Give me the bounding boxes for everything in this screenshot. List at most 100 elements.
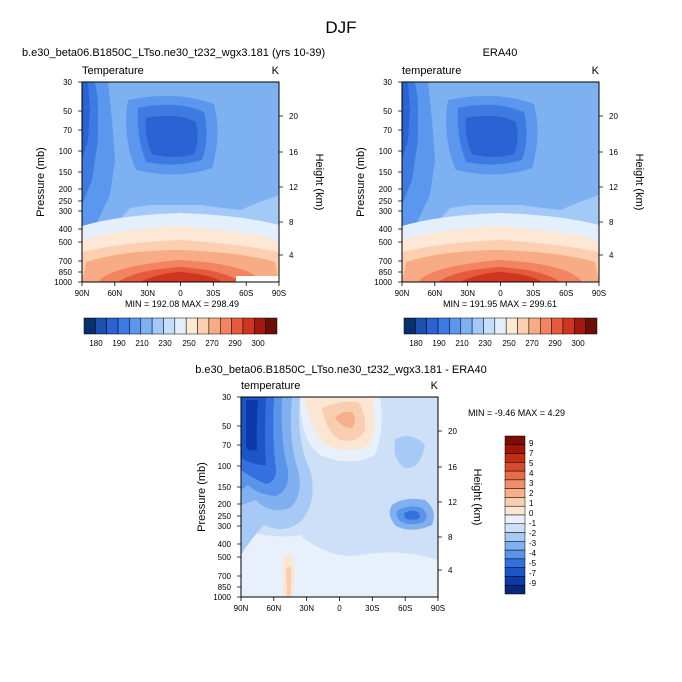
colorbar-swatch <box>403 317 416 335</box>
y-tick-label: 50 <box>383 107 392 116</box>
page-title: DJF <box>325 18 356 37</box>
y-tick-label: 50 <box>222 422 231 431</box>
y-axis-right-ticks: 20 16 12 8 4 <box>609 112 618 260</box>
colorbar-swatch <box>504 505 526 516</box>
colorbar <box>83 317 278 335</box>
y-tick-label: 200 <box>379 185 393 194</box>
y-tick-label: 1000 <box>213 593 231 602</box>
y-tick-label: 700 <box>379 257 393 266</box>
panel-title: ERA40 <box>483 47 518 59</box>
y-tick-label: 150 <box>59 168 73 177</box>
y-right-tick-label: 4 <box>289 251 294 260</box>
y-tick-label: 200 <box>59 185 73 194</box>
y-right-tick-label: 20 <box>289 112 298 121</box>
colorbar-label: 5 <box>529 459 534 468</box>
colorbar-label: 300 <box>571 339 585 348</box>
colorbar-label: -7 <box>529 569 537 578</box>
panel-difference: b.e30_beta06.B1850C_LTso.ne30_t232_wgx3.… <box>195 364 565 613</box>
y-tick-label: 700 <box>218 572 232 581</box>
contour-field <box>241 397 438 597</box>
colorbar-swatch <box>494 317 507 335</box>
colorbar <box>504 435 526 595</box>
colorbar-label: -9 <box>529 579 537 588</box>
y-right-tick-label: 12 <box>289 183 298 192</box>
y-right-tick-label: 8 <box>289 218 294 227</box>
x-tick-label: 0 <box>337 604 342 613</box>
colorbar-label: -2 <box>529 529 537 538</box>
y-axis-right-ticks: 20 16 12 8 4 <box>289 112 298 260</box>
x-axis-ticks: 90N 60N 30N 0 30S 60S 90S <box>75 289 286 298</box>
x-tick-label: 60S <box>239 289 253 298</box>
panel-model: b.e30_beta06.B1850C_LTso.ne30_t232_wgx3.… <box>22 47 325 348</box>
colorbar-labels: 9 7 5 4 3 2 1 0 -1 -2 -3 -4 -5 -7 -9 <box>529 439 537 588</box>
y-axis-ticks: 30 50 70 100 150 200 250 300 400 500 700… <box>54 78 72 287</box>
colorbar-swatch <box>504 541 526 551</box>
colorbar-label: 7 <box>529 449 534 458</box>
colorbar-swatch <box>504 584 526 595</box>
colorbar-swatch <box>504 558 526 568</box>
colorbar-swatch <box>185 317 198 335</box>
y-tick-label: 250 <box>379 197 393 206</box>
colorbar-label: 2 <box>529 489 534 498</box>
colorbar-swatch <box>504 479 526 489</box>
colorbar-label: 190 <box>112 339 126 348</box>
x-tick-label: 30S <box>526 289 540 298</box>
tick-marks <box>237 396 442 601</box>
y-tick-label: 250 <box>218 512 232 521</box>
colorbar-swatch <box>265 317 278 335</box>
stats-label: MIN = 191.95 MAX = 299.61 <box>443 299 557 309</box>
x-tick-label: 30S <box>365 604 379 613</box>
colorbar-swatch <box>174 317 187 335</box>
y-tick-label: 150 <box>379 168 393 177</box>
y-right-tick-label: 12 <box>448 498 457 507</box>
colorbar-swatch <box>528 317 541 335</box>
colorbar-label: 9 <box>529 439 534 448</box>
y-tick-label: 70 <box>222 441 231 450</box>
panel-subtitle-right: K <box>592 65 600 77</box>
panel-subtitle-right: K <box>431 380 439 392</box>
colorbar-label: -4 <box>529 549 537 558</box>
colorbar-label: -3 <box>529 539 537 548</box>
colorbar-swatch <box>483 317 496 335</box>
y-tick-label: 250 <box>59 197 73 206</box>
colorbar-label: 270 <box>205 339 219 348</box>
colorbar-swatch <box>517 317 530 335</box>
colorbar-swatch <box>562 317 575 335</box>
y-right-tick-label: 20 <box>609 112 618 121</box>
colorbar-swatch <box>231 317 244 335</box>
x-tick-label: 90N <box>75 289 90 298</box>
colorbar-swatch <box>574 317 586 335</box>
contour-field <box>82 82 279 282</box>
y-tick-label: 850 <box>379 268 393 277</box>
colorbar <box>403 317 598 335</box>
colorbar-label: -1 <box>529 519 537 528</box>
y-axis-label: Pressure (mb) <box>35 147 47 217</box>
y-axis-label: Pressure (mb) <box>355 147 367 217</box>
x-tick-label: 90N <box>395 289 410 298</box>
y-tick-label: 100 <box>379 147 393 156</box>
colorbar-label: 230 <box>158 339 172 348</box>
colorbar-swatch <box>129 317 142 335</box>
y-tick-label: 700 <box>59 257 73 266</box>
x-tick-label: 90S <box>272 289 286 298</box>
panel-subtitle-left: Temperature <box>82 65 144 77</box>
panel-title: b.e30_beta06.B1850C_LTso.ne30_t232_wgx3.… <box>22 47 325 59</box>
colorbar-swatch <box>504 532 526 542</box>
y-tick-label: 400 <box>379 225 393 234</box>
stats-label: MIN = 192.08 MAX = 298.49 <box>125 299 239 309</box>
colorbar-swatch <box>242 317 255 335</box>
y-tick-label: 70 <box>63 126 72 135</box>
colorbar-swatch <box>551 317 564 335</box>
colorbar-label: 250 <box>182 339 196 348</box>
y-axis-right-ticks: 20 16 12 8 4 <box>448 427 457 575</box>
y-tick-label: 400 <box>59 225 73 234</box>
colorbar-swatch <box>426 317 439 335</box>
y-right-tick-label: 4 <box>448 566 453 575</box>
x-axis-ticks: 90N 60N 30N 0 30S 60S 90S <box>234 604 445 613</box>
colorbar-swatch <box>415 317 427 335</box>
colorbar-label: 230 <box>478 339 492 348</box>
y-right-tick-label: 16 <box>609 148 618 157</box>
colorbar-label: 300 <box>251 339 265 348</box>
y-tick-label: 850 <box>218 583 232 592</box>
